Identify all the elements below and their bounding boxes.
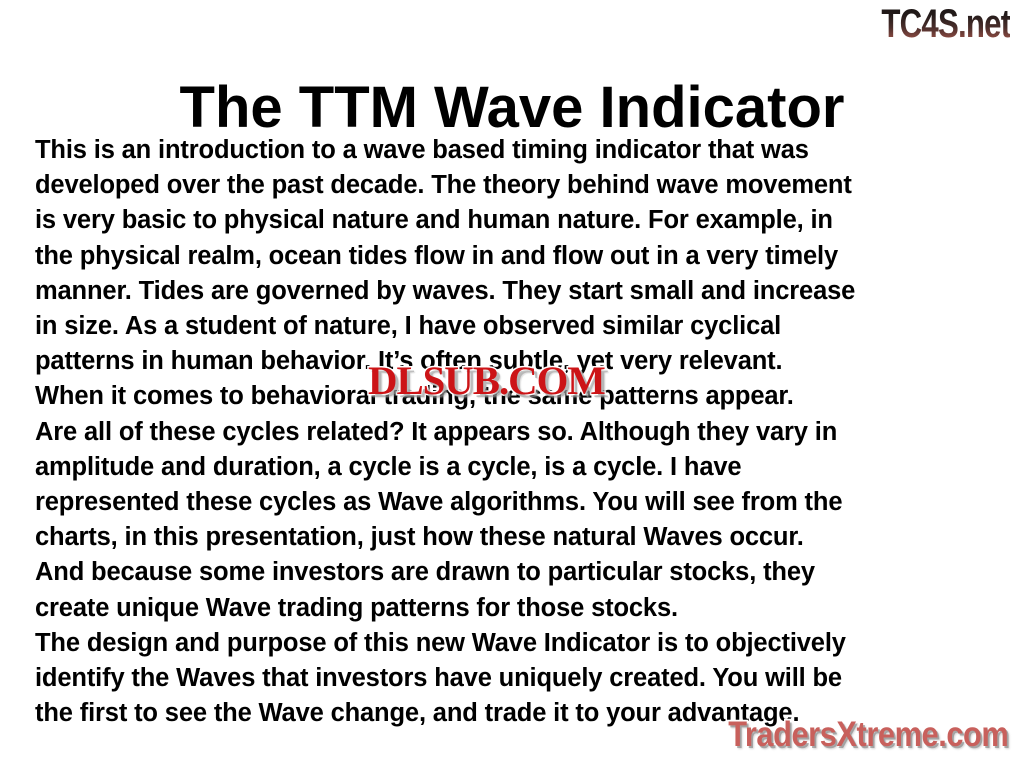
body-line: the physical realm, ocean tides flow in … [35,241,839,270]
body-line: represented these cycles as Wave algorit… [35,488,843,517]
dlsub-watermark: DLSUB.COM [366,358,607,403]
body-line: developed over the past decade. The theo… [35,171,852,200]
body-line: the first to see the Wave change, and tr… [35,699,800,728]
body-line: create unique Wave trading patterns for … [35,593,678,622]
body-line: amplitude and duration, a cycle is a cyc… [35,452,742,481]
body-line: Are all of these cycles related? It appe… [35,417,838,446]
slide-body-text: This is an introduction to a wave based … [35,133,995,731]
tc4s-brand-logo: TC4S.net [881,2,1011,46]
body-line: is very basic to physical nature and hum… [35,206,833,235]
body-line: patterns in human behavior. It’s often s… [35,347,783,376]
tradersxtreme-site-logo: TradersXtreme.com [726,714,1010,756]
body-line: The design and purpose of this new Wave … [35,628,846,657]
body-line: in size. As a student of nature, I have … [35,312,782,341]
body-line: This is an introduction to a wave based … [35,136,809,164]
body-line: When it comes to behavioral trading, the… [35,382,794,411]
body-line: identify the Waves that investors have u… [35,664,842,693]
body-line: manner. Tides are governed by waves. The… [35,276,856,305]
body-line: charts, in this presentation, just how t… [35,523,804,552]
page-title: The TTM Wave Indicator [179,74,845,140]
body-line: And because some investors are drawn to … [35,558,815,587]
